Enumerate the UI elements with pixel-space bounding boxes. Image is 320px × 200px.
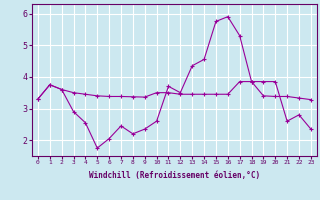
X-axis label: Windchill (Refroidissement éolien,°C): Windchill (Refroidissement éolien,°C) xyxy=(89,171,260,180)
